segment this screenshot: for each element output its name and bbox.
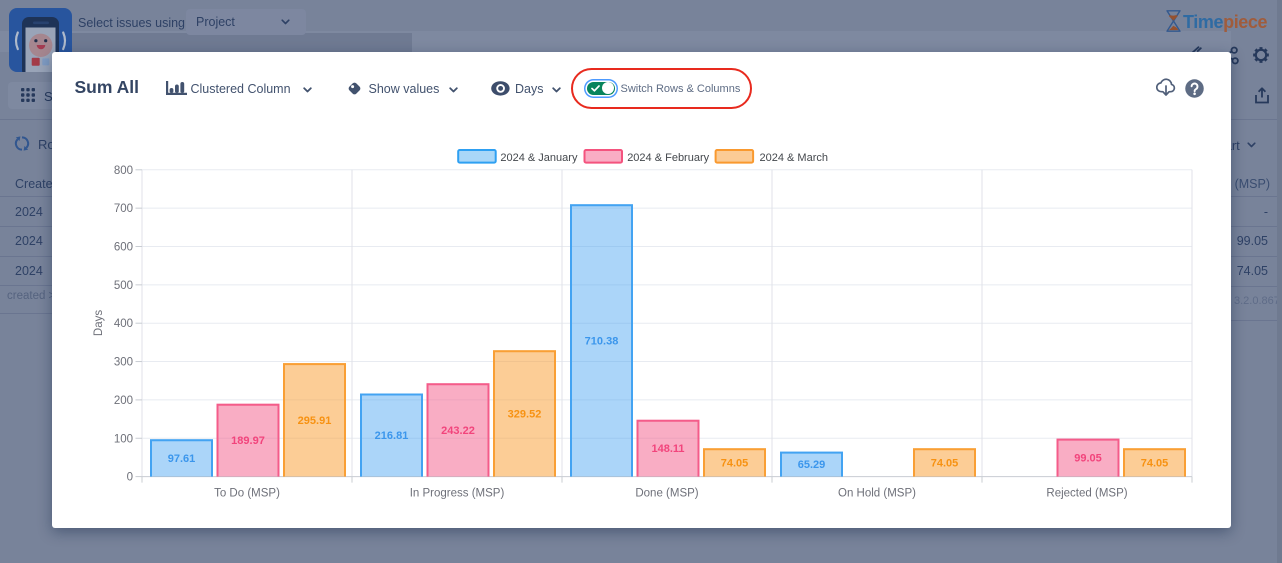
svg-text:2024 & March: 2024 & March <box>760 152 828 164</box>
svg-text:0: 0 <box>127 472 133 484</box>
svg-text:99.05: 99.05 <box>1074 453 1102 465</box>
svg-text:400: 400 <box>114 318 133 330</box>
svg-text:100: 100 <box>114 433 133 445</box>
svg-text:710.38: 710.38 <box>585 335 619 347</box>
svg-text:2024 & January: 2024 & January <box>500 152 578 164</box>
svg-text:74.05: 74.05 <box>1141 457 1169 469</box>
svg-text:329.52: 329.52 <box>508 408 542 420</box>
svg-text:700: 700 <box>114 203 133 215</box>
svg-text:Rejected (MSP): Rejected (MSP) <box>1046 488 1127 500</box>
svg-text:2024 & February: 2024 & February <box>627 152 709 164</box>
svg-text:74.05: 74.05 <box>721 457 749 469</box>
svg-text:295.91: 295.91 <box>298 415 332 427</box>
svg-text:Days: Days <box>93 310 105 336</box>
svg-text:97.61: 97.61 <box>168 453 196 465</box>
svg-text:On Hold (MSP): On Hold (MSP) <box>838 488 916 500</box>
svg-text:74.05: 74.05 <box>931 457 959 469</box>
svg-text:189.97: 189.97 <box>231 435 265 447</box>
svg-text:65.29: 65.29 <box>798 459 826 471</box>
svg-text:148.11: 148.11 <box>651 443 684 455</box>
svg-text:300: 300 <box>114 357 133 369</box>
svg-text:800: 800 <box>114 165 133 177</box>
svg-text:216.81: 216.81 <box>375 430 409 442</box>
svg-text:To Do (MSP): To Do (MSP) <box>214 488 280 500</box>
svg-text:Done (MSP): Done (MSP) <box>635 488 698 500</box>
svg-text:600: 600 <box>114 242 133 254</box>
svg-text:500: 500 <box>114 280 133 292</box>
svg-text:200: 200 <box>114 395 133 407</box>
svg-text:In Progress (MSP): In Progress (MSP) <box>410 488 505 500</box>
svg-text:243.22: 243.22 <box>441 425 475 437</box>
